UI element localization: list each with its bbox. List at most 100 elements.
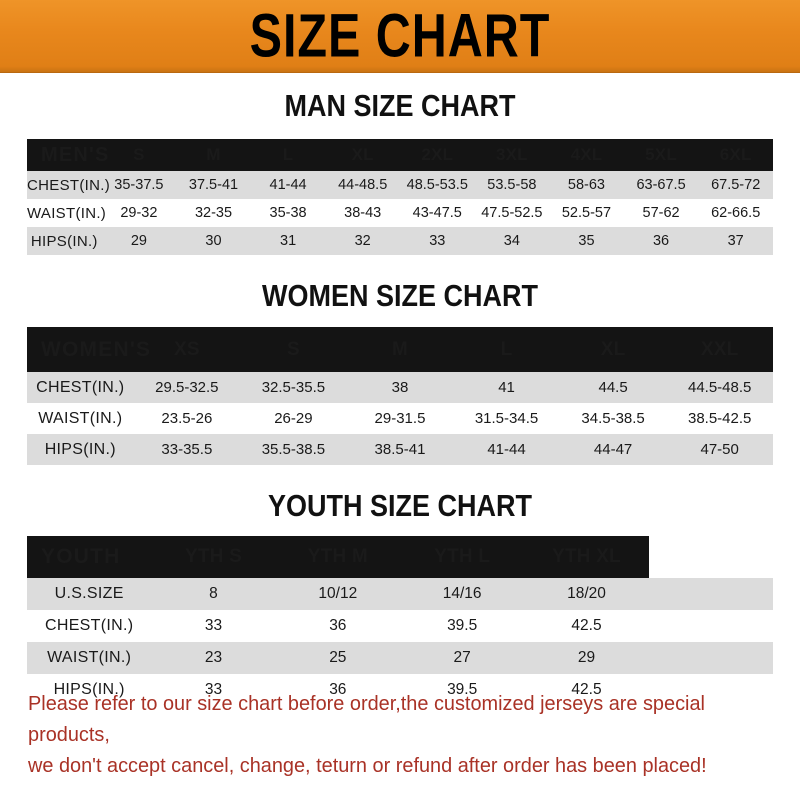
table-cell: 33-35.5: [161, 441, 213, 458]
column-header: L: [500, 338, 513, 360]
table-cell: 36: [329, 681, 347, 698]
table-row: CHEST(IN.) 29.5-32.5 32.5-35.5 38 41 44.…: [27, 372, 773, 403]
column-header: 5XL: [645, 145, 677, 164]
table-row: CHEST(IN.) 33 36 39.5 42.5: [27, 610, 773, 642]
table-cell: 29.5-32.5: [155, 379, 219, 396]
table-cell: 57-62: [642, 205, 680, 221]
table-cell-empty: [649, 578, 773, 610]
table-header-row: MEN'S S M L XL 2XL 3XL 4XL 5XL 6XL: [27, 139, 773, 171]
table-cell: 32-35: [194, 205, 233, 221]
table-cell: 37: [727, 233, 744, 249]
page-banner: SIZE CHART: [0, 0, 800, 72]
row-label: HIPS(IN.): [53, 681, 125, 698]
women-table-body: WOMEN'S XS S M L XL XXL CHEST(IN.) 29.5-…: [27, 327, 773, 465]
table-cell: 44-47: [593, 441, 633, 458]
table-cell: 25: [329, 649, 347, 666]
row-label: U.S.SIZE: [54, 585, 124, 602]
column-header: M: [391, 338, 408, 360]
row-label: WAIST(IN.): [38, 409, 123, 427]
table-cell: 33: [429, 233, 446, 249]
column-header: M: [206, 145, 221, 164]
man-size-table: MEN'S S M L XL 2XL 3XL 4XL 5XL 6XL CHEST…: [27, 139, 773, 255]
table-cell: 42.5: [571, 617, 602, 634]
table-row: WAIST(IN.) 23 25 27 29: [27, 642, 773, 674]
section-title-women: WOMEN SIZE CHART: [262, 279, 538, 313]
row-label: WAIST(IN.): [47, 649, 132, 666]
row-label: WAIST(IN.): [27, 204, 107, 222]
table-cell: 30: [205, 233, 222, 249]
table-cell: 47-50: [700, 441, 739, 458]
table-cell: 41-44: [487, 441, 526, 458]
disclaimer-line-1: Please refer to our size chart before or…: [28, 693, 705, 746]
column-header: XS: [173, 338, 200, 360]
table-cell: 37.5-41: [188, 177, 239, 193]
table-cell: 53.5-58: [487, 177, 537, 193]
table-cell: 36: [652, 233, 670, 249]
man-size-table-wrap: MEN'S S M L XL 2XL 3XL 4XL 5XL 6XL CHEST…: [0, 139, 800, 255]
table-cell: 26-29: [274, 410, 313, 427]
women-size-table: WOMEN'S XS S M L XL XXL CHEST(IN.) 29.5-…: [27, 327, 773, 465]
table-cell: 35.5-38.5: [261, 441, 326, 458]
column-header: YTH S: [185, 546, 242, 567]
table-cell: 27: [453, 649, 471, 666]
table-cell: 32.5-35.5: [261, 379, 326, 396]
table-header-row: WOMEN'S XS S M L XL XXL: [27, 327, 773, 372]
table-cell: 23: [204, 649, 223, 666]
table-row: CHEST(IN.) 35-37.5 37.5-41 41-44 44-48.5…: [27, 171, 773, 199]
header-label-youth: YOUTH: [41, 545, 121, 568]
table-cell: 31.5-34.5: [474, 410, 539, 427]
table-row: WAIST(IN.) 23.5-26 26-29 29-31.5 31.5-34…: [27, 403, 773, 434]
table-header-row: YOUTH YTH S YTH M YTH L YTH XL: [27, 536, 773, 578]
table-cell: 35-38: [269, 205, 307, 221]
table-cell: 32: [354, 233, 371, 249]
table-cell: 29: [130, 233, 147, 249]
table-cell: 62-66.5: [711, 205, 761, 221]
man-table-body: MEN'S S M L XL 2XL 3XL 4XL 5XL 6XL CHEST…: [27, 139, 773, 255]
table-cell: 67.5-72: [711, 177, 761, 193]
table-row: HIPS(IN.) 33-35.5 35.5-38.5 38.5-41 41-4…: [27, 434, 773, 465]
row-label: CHEST(IN.): [36, 378, 125, 396]
table-cell: 47.5-52.5: [481, 205, 543, 221]
column-header: XL: [351, 145, 374, 164]
youth-table-body: YOUTH YTH S YTH M YTH L YTH XL U.S.SIZE …: [27, 536, 773, 706]
table-cell: 38-43: [344, 205, 382, 221]
table-cell: 44-48.5: [338, 177, 388, 193]
table-cell: 43-47.5: [412, 205, 462, 221]
table-cell: 38.5-42.5: [687, 410, 752, 427]
table-cell: 31: [280, 233, 297, 249]
header-spacer: [648, 536, 773, 578]
women-size-table-wrap: WOMEN'S XS S M L XL XXL CHEST(IN.) 29.5-…: [0, 327, 800, 465]
table-row: HIPS(IN.) 33 36 39.5 42.5: [27, 674, 773, 706]
table-cell-empty: [649, 610, 773, 642]
column-header: L: [282, 145, 294, 164]
table-cell: 52.5-57: [561, 205, 612, 221]
row-label: CHEST(IN.): [45, 617, 134, 634]
table-cell: 48.5-53.5: [406, 177, 468, 193]
section-title-man: MAN SIZE CHART: [284, 89, 516, 123]
table-cell: 38.5-41: [374, 441, 426, 458]
column-header: 4XL: [570, 145, 603, 164]
table-cell: 35: [578, 233, 595, 249]
column-header: 3XL: [495, 145, 528, 164]
table-cell: 42.5: [571, 681, 602, 698]
disclaimer-note: Please refer to our size chart before or…: [0, 689, 800, 782]
column-header: 6XL: [719, 145, 752, 164]
column-header: 2XL: [421, 145, 454, 164]
column-header: XL: [600, 338, 626, 360]
row-label: HIPS(IN.): [30, 232, 98, 250]
table-cell: 44.5-48.5: [687, 379, 752, 396]
table-cell: 33: [204, 681, 223, 698]
table-cell: 33: [204, 617, 223, 634]
table-row: U.S.SIZE 8 10/12 14/16 18/20: [27, 578, 773, 610]
table-cell: 39.5: [447, 617, 478, 634]
table-cell: 39.5: [447, 681, 478, 698]
table-cell: 36: [329, 617, 347, 634]
table-cell: 44.5: [598, 379, 628, 396]
page-title: SIZE CHART: [249, 1, 551, 71]
section-title-youth: YOUTH SIZE CHART: [267, 489, 532, 523]
table-cell: 14/16: [442, 585, 482, 602]
table-cell: 8: [209, 585, 218, 602]
column-header: YTH L: [434, 546, 491, 567]
column-header: XXL: [700, 338, 739, 360]
table-cell: 38: [391, 379, 409, 396]
